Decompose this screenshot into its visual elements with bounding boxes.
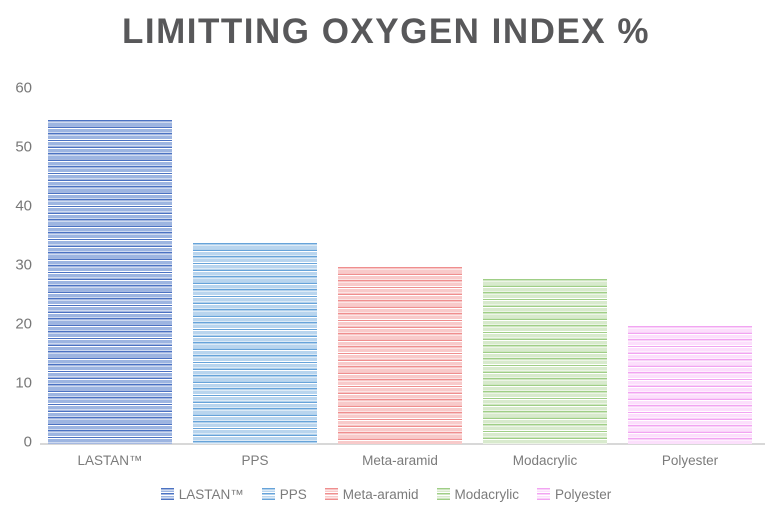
y-tick-label: 60: [15, 79, 32, 97]
legend-item: Meta-aramid: [324, 487, 419, 502]
y-tick-label: 10: [15, 374, 32, 392]
legend-item: LASTAN™: [160, 487, 244, 502]
bar-modacrylic: [483, 278, 607, 444]
legend-label: Polyester: [555, 487, 612, 502]
legend-label: Meta-aramid: [342, 487, 419, 502]
chart-title: LIMITTING OXYGEN INDEX %: [122, 12, 650, 51]
x-category-label: PPS: [241, 453, 269, 468]
x-category-label: LASTAN™: [77, 453, 143, 468]
legend-swatch-icon: [537, 488, 551, 501]
y-tick-label: 30: [15, 256, 32, 274]
y-tick-label: 40: [15, 197, 32, 215]
legend-item: PPS: [261, 487, 307, 502]
x-axis-line: [40, 443, 765, 445]
legend-item: Modacrylic: [436, 487, 520, 502]
y-tick-label: 0: [23, 433, 32, 451]
y-tick-label: 50: [15, 138, 32, 156]
legend-label: PPS: [279, 487, 307, 502]
legend-swatch-icon: [160, 488, 174, 501]
legend-item: Polyester: [537, 487, 611, 502]
bar-pps: [193, 243, 317, 444]
x-category-label: Polyester: [661, 453, 719, 468]
legend-swatch-icon: [261, 488, 275, 501]
legend-label: LASTAN™: [178, 487, 244, 502]
legend-swatch-icon: [436, 488, 450, 501]
x-category-label: Modacrylic: [512, 453, 578, 468]
bar-lastan: [48, 119, 172, 444]
legend-swatch-icon: [324, 488, 338, 501]
y-tick-label: 20: [15, 315, 32, 333]
legend: LASTAN™ PPS Meta-aramid Modacrylic Polyester: [0, 487, 772, 502]
bar-polyester: [628, 326, 752, 444]
legend-label: Modacrylic: [454, 487, 520, 502]
x-category-label: Meta-aramid: [362, 453, 438, 468]
bar-meta-aramid: [338, 267, 462, 444]
